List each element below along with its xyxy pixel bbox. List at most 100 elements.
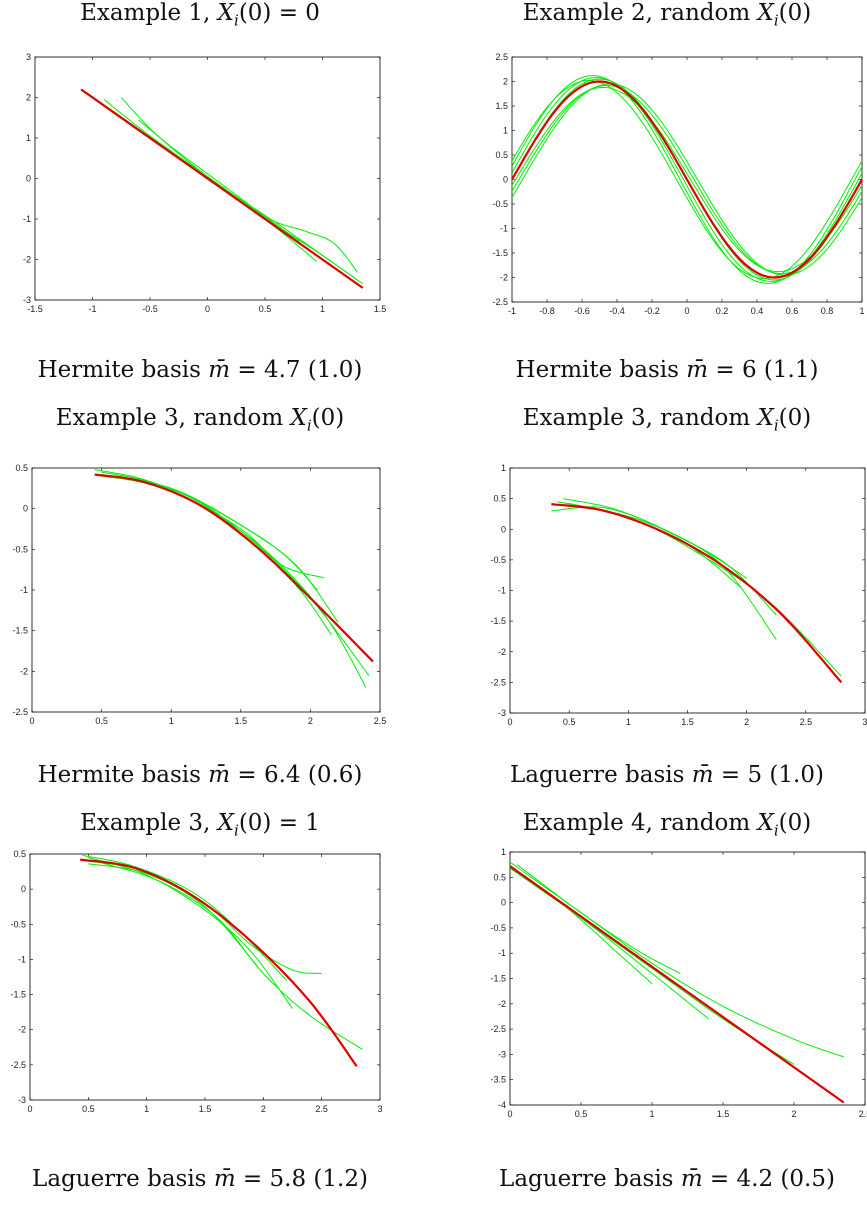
estimated-drift-line — [101, 474, 332, 635]
x-tick-label: 0.2 — [716, 306, 729, 316]
y-tick-label: -1 — [498, 948, 506, 958]
estimated-drift-line — [509, 861, 844, 1058]
caption-mbar: m̄ — [691, 762, 714, 788]
caption-text: = 5.8 (1.2) — [235, 1166, 368, 1192]
chart-title: Example 1, Xi(0) = 0 — [0, 0, 400, 30]
y-tick-label: -0.5 — [492, 199, 508, 209]
y-tick-label: -2 — [500, 273, 508, 283]
x-tick-label: 3 — [862, 717, 867, 727]
y-tick-label: -0.5 — [10, 919, 26, 929]
x-tick-label: -0.8 — [539, 306, 555, 316]
x-tick-label: 1.5 — [199, 1104, 212, 1114]
title-text: (0) = 0 — [238, 0, 320, 26]
x-tick-label: -1 — [88, 304, 96, 314]
x-tick-label: 1 — [320, 304, 325, 314]
true-drift-line — [80, 858, 358, 1067]
title-text: (0) — [311, 405, 345, 431]
x-tick-label: 2.5 — [374, 716, 387, 726]
y-tick-label: -1.5 — [490, 974, 506, 984]
title-text: (0) — [778, 0, 812, 26]
caption-text: = 4.2 (0.5) — [702, 1166, 835, 1192]
y-tick-label: -3.5 — [490, 1075, 506, 1085]
x-tick-label: 1 — [626, 717, 631, 727]
y-tick-label: -1 — [20, 585, 28, 595]
caption-text: = 6.4 (0.6) — [230, 762, 363, 788]
x-tick-label: -0.5 — [142, 304, 158, 314]
chart-caption: Laguerre basis m̄ = 4.2 (0.5) — [467, 1166, 867, 1192]
caption-text: Hermite basis — [37, 762, 209, 788]
title-subscript: i — [234, 821, 239, 840]
x-tick-label: 2.5 — [315, 1104, 328, 1114]
y-tick-label: 0.5 — [15, 463, 28, 473]
y-tick-label: -2.5 — [490, 677, 506, 687]
y-tick-label: -2.5 — [12, 707, 28, 717]
y-tick-label: -0.5 — [490, 923, 506, 933]
y-tick-label: -2 — [18, 1025, 26, 1035]
y-tick-label: -1 — [500, 224, 508, 234]
x-tick-label: 2 — [308, 716, 313, 726]
title-text: (0) — [778, 810, 812, 836]
caption-mbar: m̄ — [680, 1166, 703, 1192]
title-subscript: i — [306, 416, 312, 435]
plot-area: 0 0.5 1 1.5 2 2.5 3 -3 -2.5 -2 -1.5 -1 -0.5 0 0.5 — [10, 849, 382, 1114]
title-text: Example 3, random — [55, 405, 291, 431]
caption-mbar: m̄ — [213, 1166, 236, 1192]
x-tick-label: 0 — [27, 1104, 32, 1114]
x-tick-label: -1.5 — [27, 304, 43, 314]
chart-panel-1: Example 1, Xi(0) = 0 Hermite basis m̄ = 4… — [0, 0, 400, 405]
y-tick-label: 0 — [501, 524, 506, 534]
caption-text: = 5 (1.0) — [713, 762, 824, 788]
x-tick-label: 2.5 — [859, 1109, 867, 1119]
y-tick-label: 0.5 — [13, 849, 26, 859]
x-tick-label: 1 — [144, 1104, 149, 1114]
true-drift-line — [509, 865, 845, 1104]
y-tick-label: -0.5 — [490, 555, 506, 565]
y-tick-label: 1.5 — [495, 101, 508, 111]
estimated-drift-line — [516, 864, 681, 974]
y-tick-label: -2.5 — [10, 1060, 26, 1070]
x-tick-label: 0 — [684, 306, 689, 316]
y-tick-label: 2 — [503, 77, 508, 87]
plot-area: 0 0.5 1 1.5 2 2.5 -4 -3.5 -3 -2.5 -2 -1.5 -1 -0.5 0 0.5… — [490, 847, 867, 1119]
title-subscript: i — [773, 416, 779, 435]
y-tick-label: 0 — [21, 884, 26, 894]
title-subscript: i — [773, 11, 779, 30]
estimated-drift-line — [557, 501, 842, 677]
estimated-drift-line — [99, 861, 363, 1050]
y-tick-label: -3 — [498, 1049, 506, 1059]
y-tick-label: -1 — [18, 954, 26, 964]
estimated-drift-line — [511, 75, 863, 284]
y-tick-label: -1 — [498, 586, 506, 596]
chart-caption: Laguerre basis m̄ = 5 (1.0) — [467, 762, 867, 788]
estimated-drift-line — [509, 866, 710, 1020]
axes-box — [509, 851, 866, 1106]
y-tick-label: -3 — [23, 295, 31, 305]
y-tick-label: -2 — [498, 647, 506, 657]
x-tick-label: 0.8 — [821, 306, 834, 316]
caption-text: Hermite basis — [515, 357, 687, 383]
title-variable: X — [217, 0, 234, 26]
chart-panel-4: Example 3, random Xi(0) Laguerre basis m̄… — [467, 405, 867, 810]
y-tick-label: 0 — [23, 504, 28, 514]
x-tick-label: -1 — [508, 306, 516, 316]
y-tick-label: 1 — [501, 847, 506, 857]
chart-title: Example 4, random Xi(0) — [467, 810, 867, 840]
y-tick-label: -1 — [23, 214, 31, 224]
title-text: (0) = 1 — [238, 810, 320, 836]
y-tick-label: -2 — [23, 255, 31, 265]
caption-mbar: m̄ — [208, 357, 231, 383]
x-tick-label: -0.2 — [644, 306, 660, 316]
true-drift-line — [94, 473, 374, 663]
y-tick-label: -1.5 — [490, 616, 506, 626]
estimated-drift-line — [511, 79, 863, 280]
x-tick-label: 0.4 — [751, 306, 764, 316]
x-tick-label: 1.5 — [681, 717, 694, 727]
estimated-drift-line — [509, 865, 653, 984]
chart-title: Example 3, random Xi(0) — [467, 405, 867, 435]
y-tick-label: 0.5 — [493, 494, 506, 504]
chart-title: Example 3, random Xi(0) — [0, 405, 400, 435]
x-tick-label: 1 — [859, 306, 864, 316]
x-tick-label: 1.5 — [374, 304, 387, 314]
estimated-drift-line — [569, 503, 742, 588]
estimated-drift-line — [94, 469, 370, 676]
